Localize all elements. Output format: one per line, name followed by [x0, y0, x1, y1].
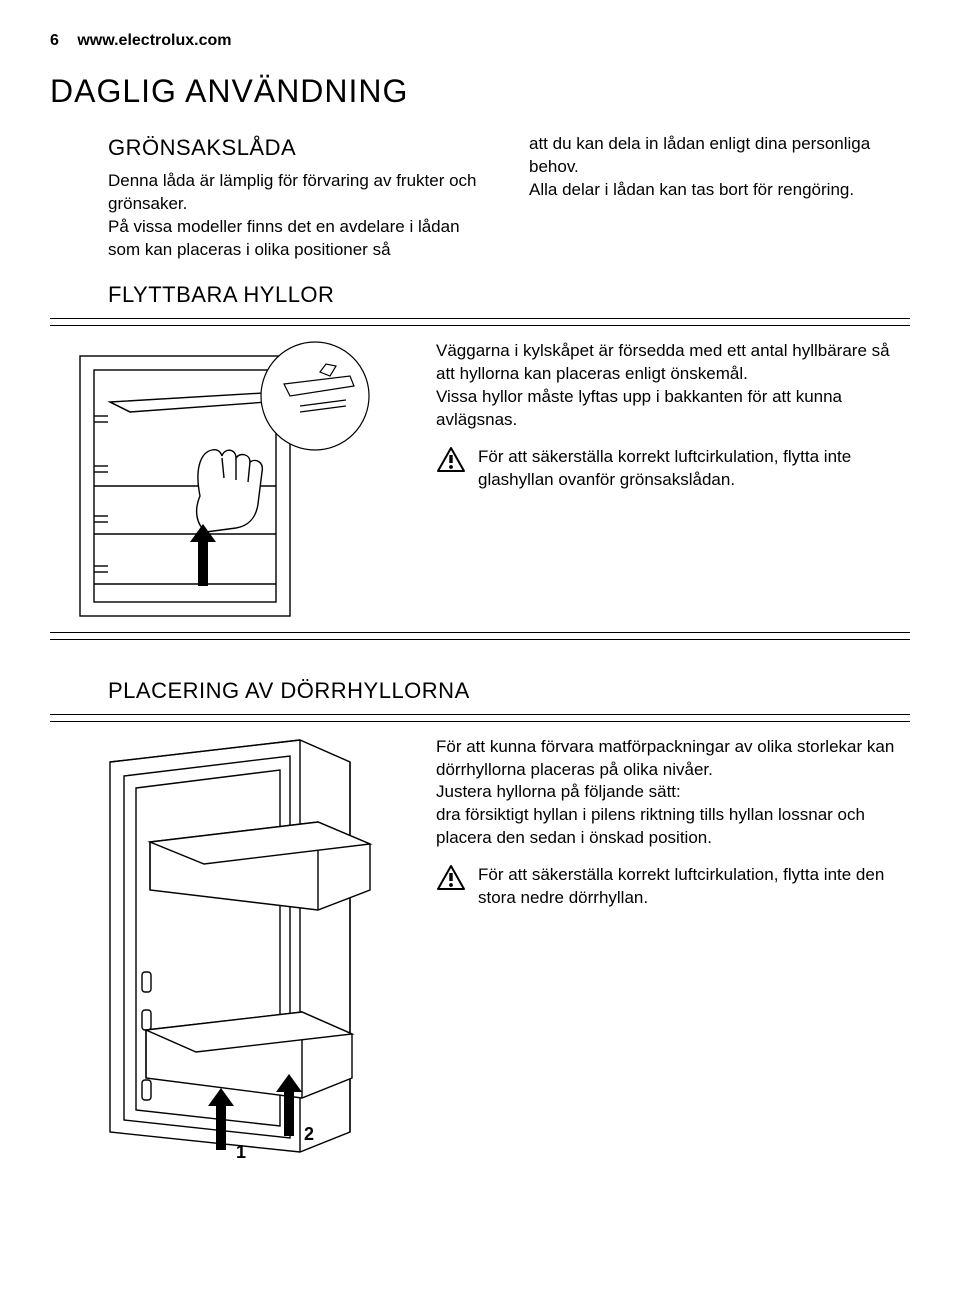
- warning-icon: [436, 864, 466, 910]
- warning-text-door: För att säkerställa korrekt luftcirkulat…: [478, 864, 910, 910]
- text-hyllor: Väggarna i kylskåpet är försedda med ett…: [436, 340, 910, 432]
- heading-hyllor: FLYTTBARA HYLLOR: [108, 280, 910, 310]
- warning-text-hyllor: För att säkerställa korrekt luftcirkulat…: [478, 446, 910, 492]
- page-number: 6: [50, 30, 59, 52]
- page-title: DAGLIG ANVÄNDNING: [50, 70, 910, 113]
- heading-door: PLACERING AV DÖRRHYLLORNA: [108, 676, 910, 706]
- arrow-label-1: 1: [236, 1142, 246, 1162]
- illustration-shelves: [50, 336, 410, 626]
- text-gronsak-right: att du kan dela in lådan enligt dina per…: [529, 133, 910, 202]
- page-header: 6 www.electrolux.com: [50, 30, 910, 52]
- heading-gronsak: GRÖNSAKSLÅDA: [108, 133, 489, 163]
- site-url: www.electrolux.com: [77, 32, 231, 49]
- section-gronsak: GRÖNSAKSLÅDA Denna låda är lämplig för f…: [50, 133, 910, 262]
- section-door: 1 2 För att kunna förvara matförpackning…: [50, 724, 910, 1162]
- warning-icon: [436, 446, 466, 492]
- illustration-door: 1 2: [50, 732, 410, 1162]
- section-hyllor: Väggarna i kylskåpet är försedda med ett…: [50, 328, 910, 626]
- text-gronsak-left: Denna låda är lämplig för förvaring av f…: [108, 170, 489, 262]
- text-door: För att kunna förvara matförpackningar a…: [436, 736, 910, 851]
- warning-hyllor: För att säkerställa korrekt luftcirkulat…: [436, 446, 910, 492]
- arrow-label-2: 2: [304, 1124, 314, 1144]
- warning-door: För att säkerställa korrekt luftcirkulat…: [436, 864, 910, 910]
